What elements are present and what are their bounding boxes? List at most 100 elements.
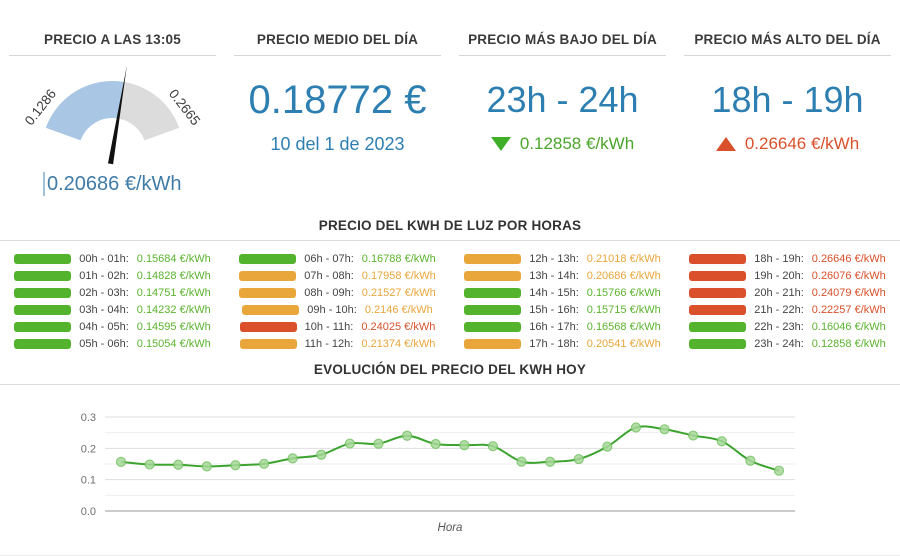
price-level-bar <box>464 270 522 281</box>
hour-range-label: 15h - 16h: <box>529 303 579 316</box>
current-price-value: 0.20686 €/kWh <box>0 172 225 196</box>
hour-price-value: 0.15684 €/kWh <box>136 252 211 265</box>
hour-range-label: 19h - 20h: <box>754 269 804 282</box>
gauge-chart: 0.1286 0.2665 <box>22 65 203 165</box>
price-level-bar <box>464 338 522 349</box>
price-level-bar <box>689 287 747 298</box>
title-divider <box>234 55 441 56</box>
hour-price-value: 0.14751 €/kWh <box>136 286 211 299</box>
hour-price-value: 0.2146 €/kWh <box>364 303 433 316</box>
price-level-bar <box>464 304 522 315</box>
data-point-marker <box>602 441 613 452</box>
highest-price-title: PRECIO MÁS ALTO DEL DÍA <box>694 32 881 47</box>
hour-price-value: 0.15715 €/kWh <box>586 303 661 316</box>
data-point-marker <box>401 430 413 441</box>
y-tick-label: 0.2 <box>81 443 96 455</box>
hour-range-label: 23h - 24h: <box>754 337 804 350</box>
hour-range-label: 00h - 01h: <box>79 252 129 265</box>
up-arrow-icon <box>715 137 736 151</box>
data-point-marker <box>430 438 441 450</box>
hour-range-label: 10h - 11h: <box>304 320 354 333</box>
hour-row: 17h - 18h: 0.20541 €/kWh <box>450 335 675 352</box>
hourly-section-title: PRECIO DEL KWH DE LUZ POR HORAS <box>318 218 582 233</box>
price-level-bar <box>689 253 747 264</box>
price-level-bar <box>464 253 522 264</box>
price-level-bar <box>689 321 747 332</box>
price-level-bar <box>242 304 300 315</box>
hour-price-value: 0.21018 €/kWh <box>586 252 661 265</box>
evolution-chart-area: 0.0 0.1 0.2 0.3 Hora <box>0 391 900 549</box>
hour-price-value: 0.21527 €/kWh <box>361 286 436 299</box>
price-level-bar <box>689 338 747 349</box>
data-point-marker <box>144 459 155 470</box>
hour-range-label: 18h - 19h: <box>754 252 804 265</box>
hour-price-value: 0.21374 €/kWh <box>361 337 436 350</box>
hour-price-value: 0.20686 €/kWh <box>586 269 661 282</box>
hour-row: 13h - 14h: 0.20686 €/kWh <box>450 267 675 284</box>
data-point-marker <box>487 441 499 452</box>
hour-row: 09h - 10h: 0.2146 €/kWh <box>225 301 450 318</box>
hour-row: 12h - 13h: 0.21018 €/kWh <box>450 250 675 267</box>
title-divider <box>684 55 891 56</box>
hour-range-label: 22h - 23h: <box>754 320 804 333</box>
hour-price-value: 0.14595 €/kWh <box>136 320 211 333</box>
hour-row: 21h - 22h: 0.22257 €/kWh <box>675 301 900 318</box>
current-price-panel: PRECIO A LAS 13:05 0.1286 0.2665 0.20686… <box>0 28 225 208</box>
hour-row: 01h - 02h: 0.14828 €/kWh <box>0 267 225 284</box>
data-point-marker <box>287 453 298 464</box>
data-point-marker <box>688 430 699 441</box>
evolution-section-header: EVOLUCIÓN DEL PRECIO DEL KWH HOY <box>0 362 900 385</box>
hour-price-value: 0.22257 €/kWh <box>811 303 886 316</box>
evolution-line-chart: 0.0 0.1 0.2 0.3 Hora <box>81 412 795 534</box>
average-price-value: 0.18772 € <box>248 78 427 122</box>
hour-range-label: 16h - 17h: <box>529 320 579 333</box>
y-tick-label: 0.1 <box>81 475 96 487</box>
down-arrow-icon <box>490 137 511 151</box>
hour-price-value: 0.20541 €/kWh <box>586 337 661 350</box>
data-point-marker <box>545 456 556 467</box>
gauge-filled-arc <box>45 81 125 141</box>
hour-price-value: 0.14828 €/kWh <box>136 269 211 282</box>
hour-range-label: 02h - 03h: <box>79 286 129 299</box>
hour-price-value: 0.26646 €/kWh <box>811 252 886 265</box>
hour-price-value: 0.24025 €/kWh <box>361 320 436 333</box>
lowest-hour-range: 23h - 24h <box>486 79 639 120</box>
average-price-title: PRECIO MEDIO DEL DÍA <box>256 32 419 47</box>
hour-price-value: 0.12858 €/kWh <box>811 337 886 350</box>
hour-range-label: 14h - 15h: <box>529 286 579 299</box>
hour-row: 22h - 23h: 0.16046 €/kWh <box>675 318 900 335</box>
hour-range-label: 11h - 12h: <box>304 337 354 350</box>
hour-range-label: 03h - 04h: <box>79 303 129 316</box>
data-point-marker <box>659 424 670 435</box>
data-point-marker <box>173 459 184 470</box>
x-axis-label: Hora <box>438 522 463 534</box>
y-tick-label: 0.0 <box>81 506 96 518</box>
highest-price-panel: PRECIO MÁS ALTO DEL DÍA 18h - 19h 0.2664… <box>675 28 900 208</box>
current-price-text: 0.20686 €/kWh <box>46 172 182 195</box>
evolution-section-title: EVOLUCIÓN DEL PRECIO DEL KWH HOY <box>313 362 587 377</box>
hourly-price-table: 00h - 01h: 0.15684 €/kWh 01h - 02h: 0.14828… <box>0 250 900 352</box>
data-point-marker <box>630 422 642 433</box>
price-level-bar <box>14 321 72 332</box>
hour-range-label: 05h - 06h: <box>79 337 129 350</box>
summary-panels: PRECIO A LAS 13:05 0.1286 0.2665 0.20686… <box>0 0 900 208</box>
price-level-bar <box>239 253 297 264</box>
hour-row: 16h - 17h: 0.16568 €/kWh <box>450 318 675 335</box>
hour-row: 11h - 12h: 0.21374 €/kWh <box>225 335 450 352</box>
price-level-bar <box>464 321 522 332</box>
title-divider <box>9 55 216 56</box>
price-level-bar <box>14 270 72 281</box>
data-point-marker <box>459 440 470 451</box>
price-level-bar <box>464 287 522 298</box>
hour-row: 05h - 06h: 0.15054 €/kWh <box>0 335 225 352</box>
highest-price-line: 0.26646 €/kWh <box>675 134 900 154</box>
hour-row: 14h - 15h: 0.15766 €/kWh <box>450 284 675 301</box>
lowest-price-line: 0.12858 €/kWh <box>450 134 675 154</box>
price-level-bar <box>689 304 747 315</box>
lowest-price-panel: PRECIO MÁS BAJO DEL DÍA 23h - 24h 0.1285… <box>450 28 675 208</box>
price-level-bar <box>239 287 297 298</box>
title-divider <box>459 55 666 56</box>
price-level-bar <box>14 304 72 315</box>
highest-price-value: 0.26646 €/kWh <box>744 134 860 153</box>
